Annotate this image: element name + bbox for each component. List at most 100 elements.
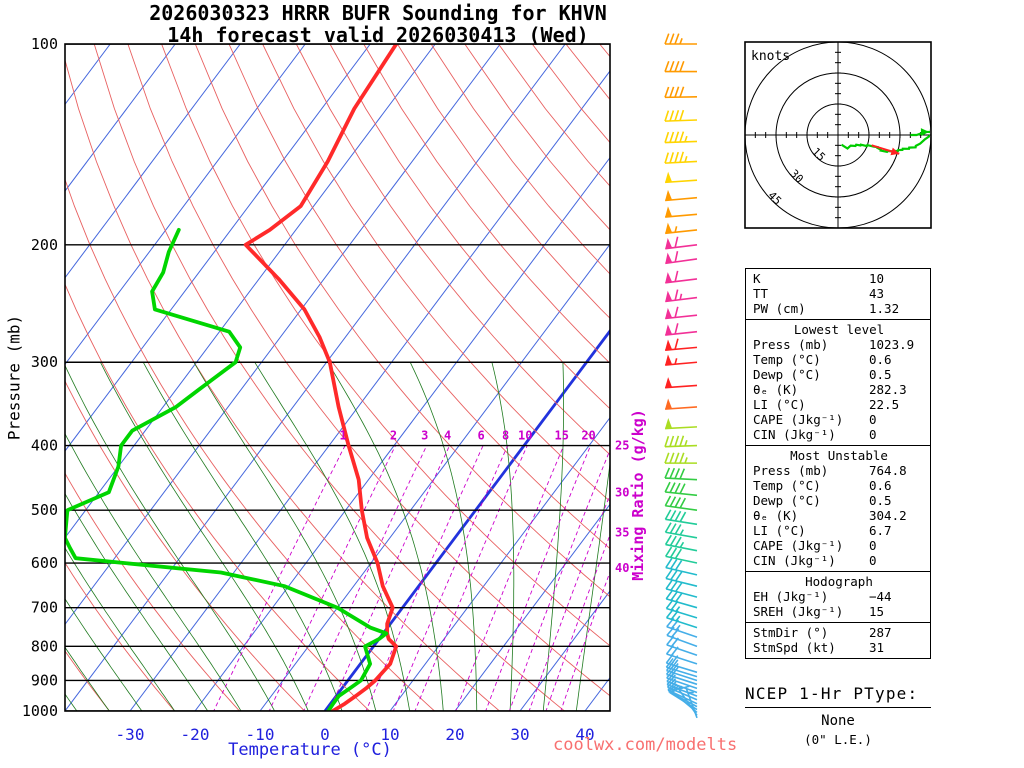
wind-barb xyxy=(665,354,698,366)
mixing-ratio-tick: 2 xyxy=(390,429,397,443)
wind-barb xyxy=(664,435,698,448)
temperature-curve xyxy=(243,44,399,711)
mixing-ratio-tick: 20 xyxy=(581,429,595,443)
wind-barb xyxy=(666,635,698,657)
wind-barb xyxy=(664,522,698,539)
hodograph-trace-arrow xyxy=(920,128,929,137)
hodograph-units-label: knots xyxy=(751,49,790,64)
stats-row: Press (mb) 1023.9 xyxy=(753,337,915,352)
stats-row: θₑ (K) 282.3 xyxy=(753,382,907,397)
mixing-ratio-tick: 1 xyxy=(339,429,346,443)
mixing-ratio-tick: 4 xyxy=(444,429,451,443)
wind-barb xyxy=(665,171,698,184)
wind-barb xyxy=(664,33,697,45)
stats-row: CAPE (Jkg⁻¹) 0 xyxy=(753,538,877,553)
stats-row: TT 43 xyxy=(753,286,885,301)
pressure-tick: 300 xyxy=(31,353,58,371)
stats-row: LI (°C) 6.7 xyxy=(753,523,892,538)
mixing-ratio-tick: 10 xyxy=(518,429,532,443)
pressure-tick: 100 xyxy=(31,35,58,53)
wind-barb xyxy=(665,289,698,303)
pressure-tick: 600 xyxy=(31,554,58,572)
skewt-background xyxy=(65,44,610,711)
stats-row: θₑ (K) 304.2 xyxy=(753,508,907,523)
wind-barb xyxy=(665,398,698,410)
temperature-tick: 10 xyxy=(380,725,399,744)
mixing-ratio-tick: 3 xyxy=(421,429,428,443)
pressure-tick: 900 xyxy=(31,671,58,689)
stats-section-header: Most Unstable xyxy=(790,448,888,463)
stats-row: StmDir (°) 287 xyxy=(753,625,892,640)
stats-row: CIN (Jkg⁻¹) 0 xyxy=(753,553,877,568)
wind-barb xyxy=(665,189,698,202)
wind-barb xyxy=(665,599,698,619)
stats-row: CIN (Jkg⁻¹) 0 xyxy=(753,427,877,442)
wind-barb xyxy=(664,481,698,497)
temperature-tick: 40 xyxy=(575,725,594,744)
wind-barb xyxy=(665,546,698,564)
stats-row: PW (cm) 1.32 xyxy=(753,301,900,316)
mixing-ratio-tick: 40 xyxy=(615,561,629,575)
stats-row: StmSpd (kt) 31 xyxy=(753,640,885,655)
wind-barb xyxy=(665,608,698,629)
wind-barb xyxy=(665,251,698,265)
wind-barb xyxy=(665,657,698,678)
wind-barb xyxy=(665,557,698,576)
wind-barb xyxy=(664,60,697,73)
wind-barb xyxy=(664,151,698,164)
wind-barb xyxy=(664,452,697,464)
temperature-tick: 30 xyxy=(510,725,529,744)
temperature-axis-label: Temperature (°C) xyxy=(228,740,392,760)
ptype-note: (0" L.E.) xyxy=(804,732,872,747)
wind-barb xyxy=(665,568,698,587)
pressure-tick: 700 xyxy=(31,599,58,617)
stats-row: Press (mb) 764.8 xyxy=(753,463,907,478)
stats-section-header: Lowest level xyxy=(793,322,885,337)
wind-barb xyxy=(665,338,698,351)
mixing-ratio-tick: 25 xyxy=(615,439,629,453)
mixing-ratio-tick: 8 xyxy=(502,429,509,443)
storm-motion-arrowhead xyxy=(890,147,900,156)
ptype-title: NCEP 1-Hr PType: xyxy=(745,684,931,708)
pressure-tick: 400 xyxy=(31,437,58,455)
wind-barb xyxy=(665,418,698,430)
pressure-tick: 800 xyxy=(31,637,58,655)
wind-barb xyxy=(665,306,698,320)
watermark: coolwx.com/modelts xyxy=(553,735,738,755)
wind-barb xyxy=(665,323,698,336)
stats-row: Temp (°C) 0.6 xyxy=(753,478,892,493)
wind-barb xyxy=(665,579,698,598)
wind-barb xyxy=(664,109,698,122)
wind-barb xyxy=(664,509,698,526)
mixing-ratio-tick: 30 xyxy=(615,485,629,499)
mixing-ratio-tick: 6 xyxy=(477,429,484,443)
temperature-tick: -10 xyxy=(246,725,275,744)
wind-barb xyxy=(664,131,698,144)
stats-row: Dewp (°C) 0.5 xyxy=(753,367,892,382)
stats-section-header: Hodograph xyxy=(805,574,873,589)
stats-row: SREH (Jkg⁻¹) 15 xyxy=(753,604,885,619)
ptype-value: None xyxy=(821,713,855,729)
mixing-ratio-axis-label: Mixing Ratio (g/kg) xyxy=(629,409,647,581)
mixing-ratio-tick: 35 xyxy=(615,526,629,540)
chart-title-line2: 14h forecast valid 2026030413 (Wed) xyxy=(167,23,589,47)
pressure-tick: 200 xyxy=(31,236,58,254)
stats-row: K 10 xyxy=(753,271,885,286)
temperature-tick: 0 xyxy=(320,725,330,744)
pressure-tick: 500 xyxy=(31,501,58,519)
wind-barb xyxy=(664,534,698,552)
stats-row: CAPE (Jkg⁻¹) 0 xyxy=(753,412,877,427)
plot-border xyxy=(64,43,611,712)
wind-barb xyxy=(665,206,698,218)
stats-row: Temp (°C) 0.6 xyxy=(753,352,892,367)
wind-barb xyxy=(666,626,698,648)
wind-barb xyxy=(664,86,698,99)
wind-barb xyxy=(665,589,698,609)
temperature-tick: 20 xyxy=(445,725,464,744)
temperature-tick: -30 xyxy=(116,725,145,744)
temperature-tick: -20 xyxy=(181,725,210,744)
